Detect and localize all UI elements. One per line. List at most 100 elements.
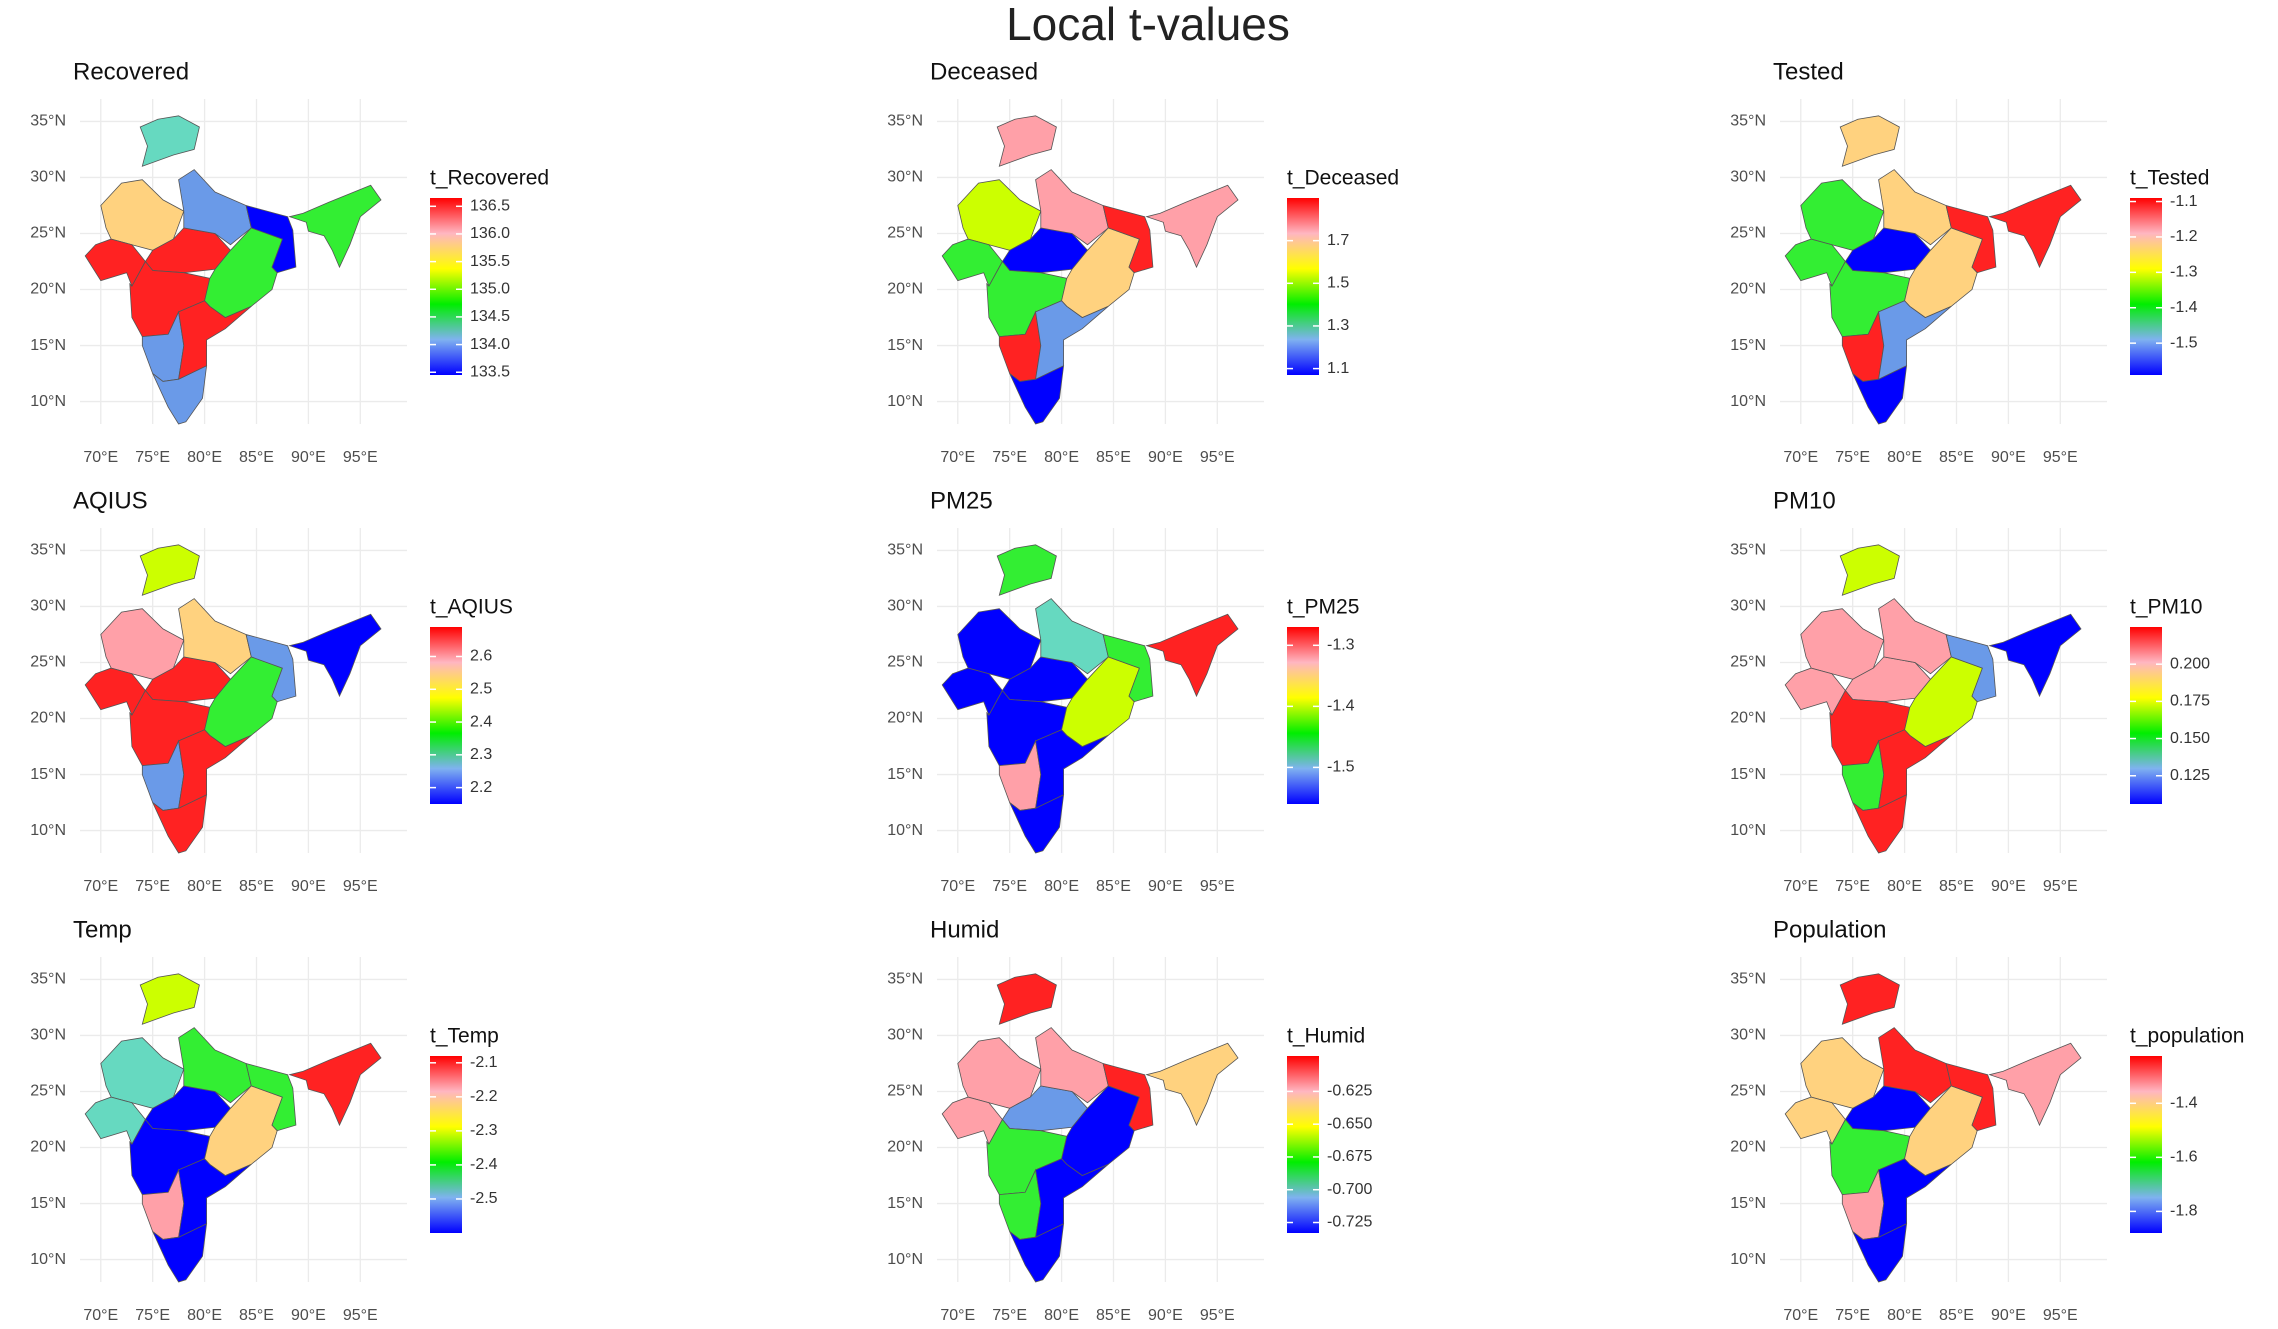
state-region — [245, 204, 297, 274]
state-region — [139, 973, 200, 1025]
map-panel: PM10 70°E 75°E 80°E 85°E 90°E 95°E 10°N 15°N 20°N… — [1730, 487, 2210, 895]
x-tick-label: 90°E — [1991, 449, 2026, 466]
panel-title: Humid — [930, 916, 999, 943]
state-region — [288, 1042, 382, 1127]
legend-tick-label: 136.5 — [470, 198, 510, 215]
y-tick-label: 20°N — [1730, 281, 1766, 298]
state-region — [1988, 184, 2082, 269]
x-tick-label: 80°E — [1887, 449, 1922, 466]
x-tick-label: 85°E — [239, 878, 274, 895]
panel-title: Tested — [1773, 58, 1844, 85]
state-region — [1988, 1042, 2082, 1127]
colorbar — [2130, 198, 2162, 375]
y-tick-label: 35°N — [30, 113, 66, 130]
legend-tick-label: 135.0 — [470, 280, 510, 297]
state-region — [1145, 184, 1239, 269]
legend-tick-label: -1.5 — [1327, 759, 1355, 776]
state-region — [996, 973, 1057, 1025]
x-tick-label: 75°E — [1835, 449, 1870, 466]
x-tick-label: 75°E — [992, 878, 1027, 895]
legend-tick-label: 2.2 — [470, 779, 492, 796]
y-tick-label: 15°N — [1730, 337, 1766, 354]
y-tick-label: 35°N — [1730, 971, 1766, 988]
state-region — [139, 544, 200, 596]
x-tick-label: 85°E — [239, 449, 274, 466]
legend-tick-label: -1.5 — [2170, 334, 2198, 351]
figure-title: Local t-values — [1006, 0, 1290, 50]
legend-tick-label: 2.6 — [470, 648, 492, 665]
x-tick-label: 70°E — [940, 449, 975, 466]
state-region — [1009, 365, 1065, 425]
state-region — [1945, 204, 1997, 274]
state-region — [1145, 1042, 1239, 1127]
map-panel: Humid 70°E 75°E 80°E 85°E 90°E 95°E 10°N 15°N 20°… — [887, 916, 1372, 1324]
map-panel: Temp 70°E 75°E 80°E 85°E 90°E 95°E 10°N 15°N 20°N… — [30, 916, 499, 1324]
y-tick-label: 25°N — [887, 1083, 923, 1100]
y-tick-label: 25°N — [30, 225, 66, 242]
colorbar — [430, 1056, 462, 1233]
state-region — [1839, 115, 1900, 167]
state-region — [1009, 1223, 1065, 1283]
x-tick-label: 75°E — [992, 449, 1027, 466]
x-tick-label: 90°E — [291, 449, 326, 466]
state-region — [1102, 204, 1154, 274]
legend-tick-label: 0.200 — [2170, 655, 2210, 672]
legend-tick-label: -1.4 — [2170, 1095, 2198, 1112]
y-tick-label: 20°N — [887, 1139, 923, 1156]
x-tick-label: 85°E — [1096, 1307, 1131, 1324]
y-tick-label: 15°N — [30, 1195, 66, 1212]
y-tick-label: 30°N — [30, 598, 66, 615]
state-region — [245, 1062, 297, 1132]
panel-title: AQIUS — [73, 487, 148, 514]
y-tick-label: 30°N — [887, 598, 923, 615]
y-tick-label: 10°N — [1730, 822, 1766, 839]
state-region — [1878, 1158, 1952, 1238]
state-region — [1878, 300, 1952, 380]
legend-tick-label: -2.2 — [470, 1088, 498, 1105]
y-tick-label: 20°N — [30, 1139, 66, 1156]
y-tick-label: 10°N — [30, 822, 66, 839]
state-region — [178, 300, 252, 380]
x-tick-label: 95°E — [1200, 1307, 1235, 1324]
y-tick-label: 25°N — [887, 654, 923, 671]
legend-tick-label: -1.1 — [2170, 193, 2198, 210]
x-tick-label: 85°E — [239, 1307, 274, 1324]
legend-tick-label: -1.2 — [2170, 228, 2198, 245]
legend-tick-label: 1.1 — [1327, 360, 1349, 377]
map-panel: PM25 70°E 75°E 80°E 85°E 90°E 95°E 10°N 15°N 20°N… — [887, 487, 1359, 895]
x-tick-label: 75°E — [135, 449, 170, 466]
state-region — [1945, 1062, 1997, 1132]
state-region — [152, 1223, 208, 1283]
x-tick-label: 85°E — [1939, 449, 1974, 466]
x-tick-label: 80°E — [1887, 1307, 1922, 1324]
x-tick-label: 90°E — [291, 878, 326, 895]
legend-tick-label: -1.3 — [1327, 637, 1355, 654]
state-region — [1988, 613, 2082, 698]
y-tick-label: 25°N — [30, 654, 66, 671]
x-tick-label: 95°E — [2043, 878, 2078, 895]
state-region — [1945, 633, 1997, 703]
state-region — [1145, 613, 1239, 698]
y-tick-label: 35°N — [887, 113, 923, 130]
colorbar — [430, 627, 462, 804]
x-tick-label: 85°E — [1939, 878, 1974, 895]
state-region — [245, 633, 297, 703]
y-tick-label: 35°N — [1730, 113, 1766, 130]
y-tick-label: 20°N — [887, 710, 923, 727]
legend-tick-label: -1.4 — [1327, 698, 1355, 715]
x-tick-label: 80°E — [187, 878, 222, 895]
y-tick-label: 15°N — [30, 766, 66, 783]
state-region — [1035, 729, 1109, 809]
legend-tick-label: 0.175 — [2170, 693, 2210, 710]
state-region — [152, 365, 208, 425]
legend-title: t_population — [2130, 1025, 2244, 1048]
state-region — [1035, 300, 1109, 380]
y-tick-label: 35°N — [1730, 542, 1766, 559]
state-region — [1852, 365, 1908, 425]
x-tick-label: 75°E — [992, 1307, 1027, 1324]
legend-tick-label: 1.3 — [1327, 317, 1349, 334]
y-tick-label: 10°N — [887, 1251, 923, 1268]
legend-tick-label: -2.5 — [470, 1190, 498, 1207]
colorbar — [2130, 1056, 2162, 1233]
y-tick-label: 15°N — [887, 337, 923, 354]
